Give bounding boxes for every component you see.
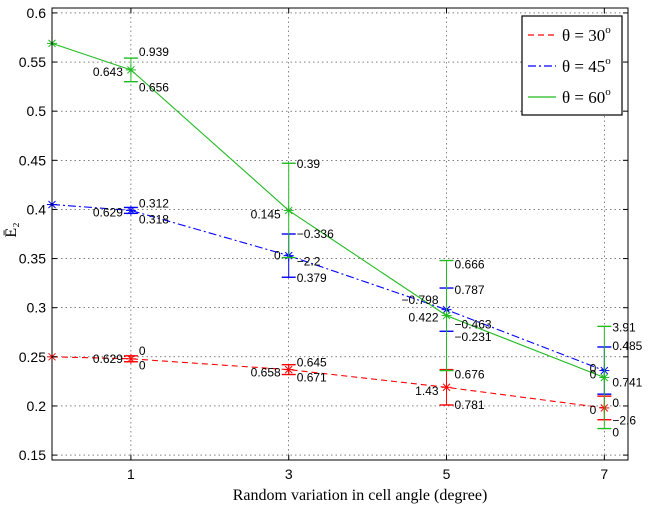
y-tick-label: 0.3 xyxy=(27,300,47,316)
data-label: 0.629 xyxy=(93,205,123,219)
y-tick-label: 0.15 xyxy=(19,447,46,463)
x-tick-label: 7 xyxy=(600,466,608,482)
data-point xyxy=(441,382,452,393)
data-label: 0.312 xyxy=(139,197,169,211)
data-label: −0.463 xyxy=(455,317,492,331)
y-tick-label: 0.35 xyxy=(19,251,46,267)
data-point xyxy=(125,205,136,216)
data-label: −2.6 xyxy=(612,414,636,428)
data-label: 0.422 xyxy=(408,311,438,325)
legend-item: θ = 60o xyxy=(528,86,611,107)
data-label: 0 xyxy=(590,368,597,382)
legend-box xyxy=(521,15,623,116)
data-label: −0.798 xyxy=(401,293,438,307)
data-label: 0.379 xyxy=(297,271,327,285)
series-3 xyxy=(47,38,612,430)
data-label: 0.645 xyxy=(297,356,327,370)
legend-degree: o xyxy=(605,24,611,36)
data-label: 0.643 xyxy=(93,65,123,79)
data-point xyxy=(283,364,294,375)
legend-item: θ = 45o xyxy=(528,55,611,76)
data-label: 0 xyxy=(274,249,281,263)
y-tick-label: 0.55 xyxy=(19,54,46,70)
data-label: 0 xyxy=(590,403,597,417)
data-point xyxy=(599,372,610,383)
data-label: 1.43 xyxy=(415,384,439,398)
data-point xyxy=(283,205,294,216)
data-label: 0.676 xyxy=(455,368,485,382)
data-label: 0.656 xyxy=(139,81,169,95)
y-tick-label: 0.6 xyxy=(27,5,47,21)
data-label: 0.145 xyxy=(251,207,281,221)
legend-label: θ = 60o xyxy=(562,86,611,107)
data-label: 0.629 xyxy=(93,352,123,366)
y-tick-label: 0.4 xyxy=(27,201,47,217)
y-tick-label: 0.5 xyxy=(27,103,47,119)
legend-degree: o xyxy=(605,55,611,67)
data-label: 0 xyxy=(590,362,597,376)
data-label: 0.787 xyxy=(455,283,485,297)
data-label: 0.671 xyxy=(297,370,327,384)
data-label: −0.231 xyxy=(455,330,492,344)
data-label: 0 xyxy=(139,359,146,373)
data-label: 0 xyxy=(139,344,146,358)
y-axis-title: Ē₂ xyxy=(3,222,20,237)
data-label: −2.2 xyxy=(297,255,321,269)
data-label: 0.318 xyxy=(139,212,169,226)
y-tick-label: 0.25 xyxy=(19,349,46,365)
data-label: 0.781 xyxy=(455,398,485,412)
series-line xyxy=(51,356,605,409)
legend-label: θ = 30o xyxy=(562,24,611,45)
tick-layer: 0.15 0.2 0.25 0.3 0.35 0.4 0.45 0.5 0.55 0.6 1 3 5 7 xyxy=(19,5,628,482)
plot-frame xyxy=(51,7,629,461)
data-point xyxy=(441,310,452,321)
legend: θ = 30o θ = 45o θ = 60o xyxy=(521,15,623,116)
data-label: 3.91 xyxy=(612,320,636,334)
legend-label: θ = 45o xyxy=(562,55,611,76)
data-label: 0.939 xyxy=(139,45,169,59)
data-label: 0.39 xyxy=(297,157,321,171)
data-label: 0 xyxy=(612,396,619,410)
y-tick-label: 0.2 xyxy=(27,398,47,414)
data-label: −0.336 xyxy=(297,227,334,241)
x-axis-title: Random variation in cell angle (degree) xyxy=(233,487,488,504)
y-tick-label: 0.45 xyxy=(19,152,46,168)
data-label: 0 xyxy=(612,425,619,439)
x-tick-label: 1 xyxy=(127,466,135,482)
legend-degree: o xyxy=(605,86,611,98)
legend-item: θ = 30o xyxy=(528,24,611,45)
x-tick-label: 3 xyxy=(285,466,293,482)
data-label: 0.658 xyxy=(251,366,281,380)
data-label: 0.666 xyxy=(455,257,485,271)
x-tick-label: 5 xyxy=(443,466,451,482)
data-point xyxy=(125,64,136,75)
data-point xyxy=(125,353,136,364)
